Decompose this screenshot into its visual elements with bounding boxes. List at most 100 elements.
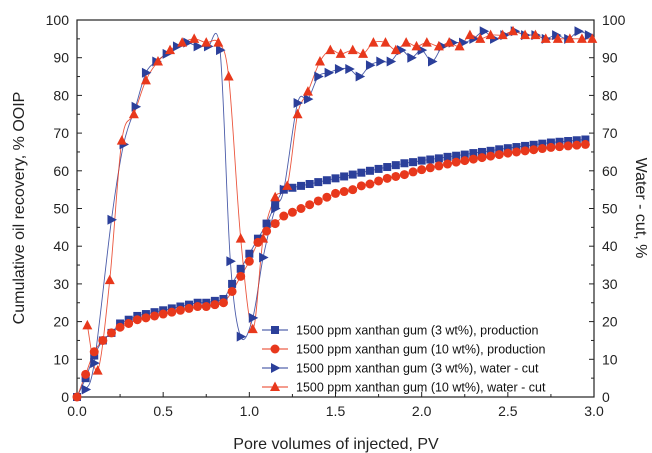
legend-label: 1500 ppm xanthan gum (3 wt%), water - cu… xyxy=(296,362,539,376)
data-point-0 xyxy=(305,179,314,188)
data-point-2 xyxy=(334,64,345,75)
data-point-1 xyxy=(210,300,220,310)
data-point-3 xyxy=(140,74,151,85)
data-point-2 xyxy=(216,45,226,56)
data-point-0 xyxy=(521,141,530,150)
data-point-0 xyxy=(529,140,538,149)
data-point-1 xyxy=(287,207,297,217)
data-point-0 xyxy=(512,143,521,152)
data-point-0 xyxy=(477,147,486,156)
legend-marker xyxy=(271,363,281,373)
data-point-3 xyxy=(411,40,422,51)
data-point-1 xyxy=(563,141,573,151)
data-point-1 xyxy=(331,188,340,198)
data-point-1 xyxy=(348,185,358,195)
data-point-3 xyxy=(92,365,103,375)
data-point-0 xyxy=(314,178,323,187)
plot-frame xyxy=(76,19,595,398)
data-point-2 xyxy=(479,26,490,37)
data-point-1 xyxy=(201,302,211,312)
data-point-2 xyxy=(355,71,366,82)
data-point-0 xyxy=(495,145,504,154)
data-point-0 xyxy=(443,152,452,161)
data-point-0 xyxy=(331,174,340,183)
y2-tick-label: 90 xyxy=(602,50,618,66)
data-point-3 xyxy=(520,29,531,40)
data-point-1 xyxy=(227,286,237,296)
data-point-0 xyxy=(400,159,409,168)
y2-tick-label: 30 xyxy=(602,276,618,292)
data-point-2 xyxy=(303,94,314,105)
data-point-1 xyxy=(374,176,384,186)
axes xyxy=(76,19,595,398)
data-point-3 xyxy=(587,33,598,43)
data-point-2 xyxy=(141,67,152,78)
data-point-0 xyxy=(581,135,590,144)
data-point-3 xyxy=(128,108,139,119)
y2-tick-label: 40 xyxy=(602,238,618,254)
data-point-1 xyxy=(520,146,530,156)
data-point-2 xyxy=(259,252,269,263)
y-tick-label: 10 xyxy=(53,351,69,367)
series-line-1 xyxy=(76,143,586,398)
data-point-2 xyxy=(248,312,259,323)
data-point-0 xyxy=(236,264,245,273)
data-point-1 xyxy=(262,226,272,236)
data-point-0 xyxy=(374,164,383,173)
data-point-3 xyxy=(177,37,188,47)
data-point-2 xyxy=(428,56,438,67)
data-point-2 xyxy=(552,30,562,41)
data-point-2 xyxy=(293,97,304,108)
data-point-1 xyxy=(546,142,556,152)
data-point-1 xyxy=(417,165,427,175)
data-point-1 xyxy=(555,142,565,152)
data-point-1 xyxy=(408,167,418,177)
data-point-0 xyxy=(357,168,366,177)
data-point-1 xyxy=(486,151,496,161)
data-point-0 xyxy=(538,139,547,148)
data-point-2 xyxy=(226,256,236,267)
data-point-3 xyxy=(213,37,224,47)
data-point-1 xyxy=(106,328,116,338)
data-point-3 xyxy=(201,37,212,47)
data-point-0 xyxy=(426,155,435,164)
data-point-0 xyxy=(228,279,237,288)
data-point-3 xyxy=(475,33,486,43)
data-point-2 xyxy=(271,203,281,214)
data-point-1 xyxy=(313,196,323,206)
data-point-1 xyxy=(529,145,539,155)
data-point-1 xyxy=(399,170,409,180)
data-point-1 xyxy=(296,204,306,213)
data-point-3 xyxy=(358,48,369,58)
data-point-1 xyxy=(98,335,108,345)
data-point-3 xyxy=(165,44,176,55)
legend: 1500 ppm xanthan gum (3 wt%), production… xyxy=(262,324,546,395)
data-point-3 xyxy=(530,29,541,40)
data-point-1 xyxy=(443,159,453,169)
data-point-3 xyxy=(552,33,563,43)
data-point-0 xyxy=(322,176,331,185)
data-marks xyxy=(72,25,598,402)
y-tick-label: 90 xyxy=(53,50,69,66)
y2-tick-label: 100 xyxy=(602,12,626,28)
data-point-1 xyxy=(391,171,401,181)
x-tick-label: 1.0 xyxy=(240,403,260,419)
data-point-3 xyxy=(508,25,519,36)
data-point-3 xyxy=(104,274,115,285)
x-tick-label: 2.0 xyxy=(412,403,432,419)
data-point-3 xyxy=(335,48,346,58)
data-point-2 xyxy=(107,214,117,225)
data-point-3 xyxy=(292,108,303,119)
data-point-1 xyxy=(580,139,590,149)
data-point-2 xyxy=(584,30,595,41)
x-tick-label: 0.5 xyxy=(153,403,173,419)
data-point-0 xyxy=(572,136,581,145)
data-point-3 xyxy=(497,29,508,40)
y2-tick-label: 10 xyxy=(602,351,618,367)
y2-tick-label: 60 xyxy=(602,163,618,179)
data-point-3 xyxy=(325,44,336,55)
data-point-2 xyxy=(365,60,376,71)
data-point-1 xyxy=(81,369,91,379)
data-point-1 xyxy=(356,181,366,191)
